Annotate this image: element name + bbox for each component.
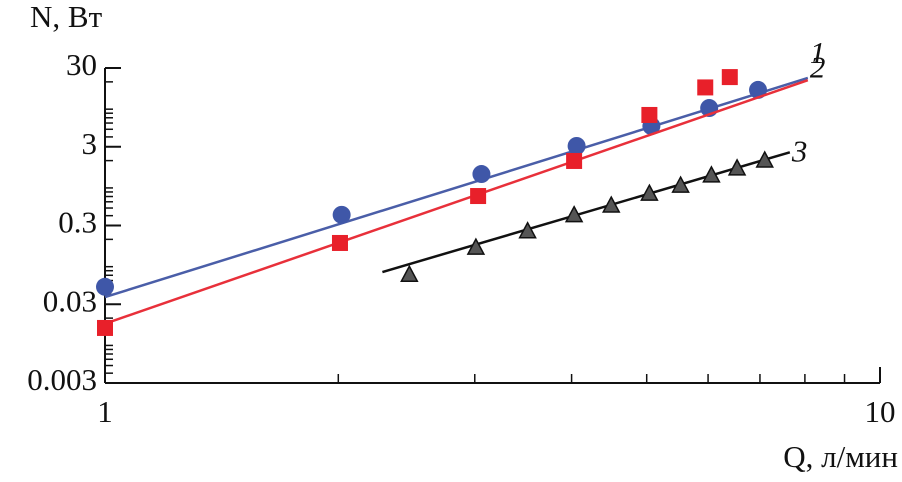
point <box>96 277 114 296</box>
x-axis-label: Q, л/мин <box>783 439 898 474</box>
point <box>749 80 768 99</box>
point <box>567 136 586 155</box>
point <box>601 195 621 213</box>
y-tick-label: 0.3 <box>58 205 97 240</box>
point <box>332 205 351 224</box>
fit-line <box>382 151 791 274</box>
point <box>518 221 537 239</box>
point <box>331 234 348 251</box>
y-tick-label: 3 <box>82 126 98 161</box>
y-tick-label: 30 <box>66 47 97 82</box>
point <box>472 165 491 184</box>
point <box>564 205 584 223</box>
y-tick-label: 0.03 <box>43 283 97 318</box>
point <box>697 79 714 96</box>
point <box>566 152 583 169</box>
fit-line <box>104 79 809 325</box>
point <box>640 183 659 201</box>
point <box>641 106 658 123</box>
series-label: 1 <box>810 35 826 70</box>
point <box>671 175 690 193</box>
point <box>97 319 113 336</box>
point <box>470 188 487 205</box>
point <box>400 264 419 283</box>
y-axis-label: N, Вт <box>30 0 103 34</box>
x-tick-label: 1 <box>97 394 113 429</box>
fit-line <box>104 76 809 299</box>
series-label: 2 <box>810 49 826 84</box>
point <box>702 165 721 183</box>
point <box>755 150 774 168</box>
point <box>727 158 747 176</box>
point <box>466 237 486 255</box>
point <box>721 69 738 86</box>
x-tick-label: 10 <box>865 394 896 429</box>
series-label: 3 <box>791 133 808 168</box>
y-tick-label: 0.003 <box>27 362 97 397</box>
